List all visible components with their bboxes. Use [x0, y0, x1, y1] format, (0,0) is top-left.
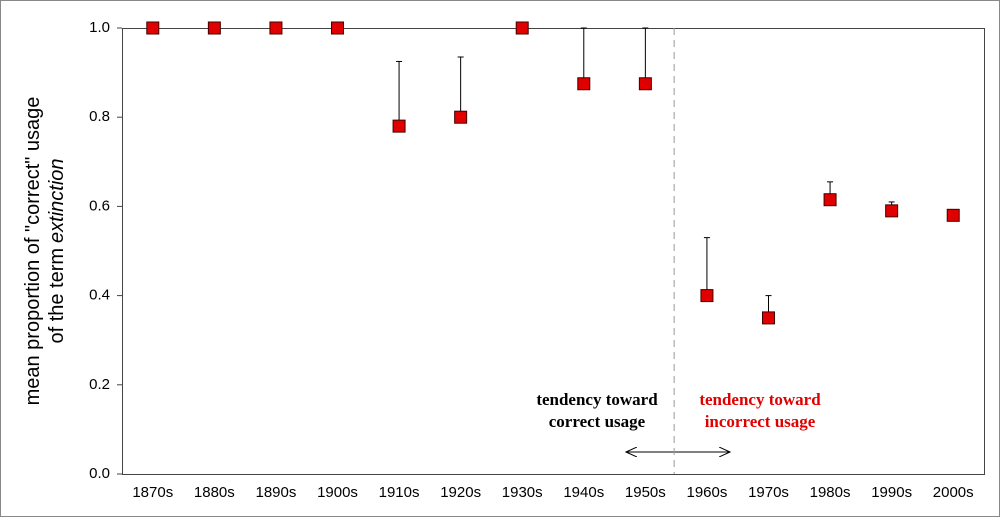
y-axis-label-italic: extinction	[46, 158, 68, 243]
plot-area	[122, 28, 985, 475]
x-tick-label: 1910s	[379, 484, 420, 501]
x-tick-label: 1990s	[871, 484, 912, 501]
annotation: incorrect usage	[705, 412, 816, 431]
marker	[577, 77, 591, 91]
marker	[885, 204, 899, 218]
x-tick-label: 1930s	[502, 484, 543, 501]
x-tick-label: 1960s	[686, 484, 727, 501]
x-tick-label: 1890s	[255, 484, 296, 501]
y-tick-label: 0.2	[89, 376, 110, 393]
annotation: tendency toward	[699, 390, 821, 409]
y-tick-label: 1.0	[89, 19, 110, 36]
annotation: correct usage	[549, 412, 646, 431]
x-tick-label: 1900s	[317, 484, 358, 501]
x-tick-label: 1980s	[810, 484, 851, 501]
marker	[700, 289, 714, 303]
x-tick-label: 1970s	[748, 484, 789, 501]
x-tick-label: 1870s	[132, 484, 173, 501]
marker	[823, 193, 837, 207]
marker	[638, 77, 652, 91]
marker	[515, 21, 529, 35]
marker	[946, 208, 960, 222]
annotation: tendency toward	[536, 390, 658, 409]
x-tick-label: 2000s	[933, 484, 974, 501]
y-tick-label: 0.0	[89, 465, 110, 482]
y-axis-label-line: of the term	[46, 248, 68, 344]
x-tick-label: 1950s	[625, 484, 666, 501]
marker	[331, 21, 344, 35]
y-tick-label: 0.4	[89, 287, 110, 304]
y-axis-label: mean proportion of "correct" usage of the…	[22, 97, 68, 406]
x-tick-label: 1920s	[440, 484, 481, 501]
y-axis-label-line: mean proportion of "correct" usage	[22, 97, 44, 406]
marker	[454, 110, 468, 124]
marker	[392, 119, 406, 133]
x-tick-label: 1880s	[194, 484, 235, 501]
marker	[207, 21, 221, 35]
marker	[762, 311, 775, 325]
marker	[269, 21, 283, 35]
x-tick-label: 1940s	[563, 484, 604, 501]
marker	[146, 21, 160, 35]
y-tick-label: 0.8	[89, 108, 110, 125]
y-tick-label: 0.6	[89, 197, 110, 214]
